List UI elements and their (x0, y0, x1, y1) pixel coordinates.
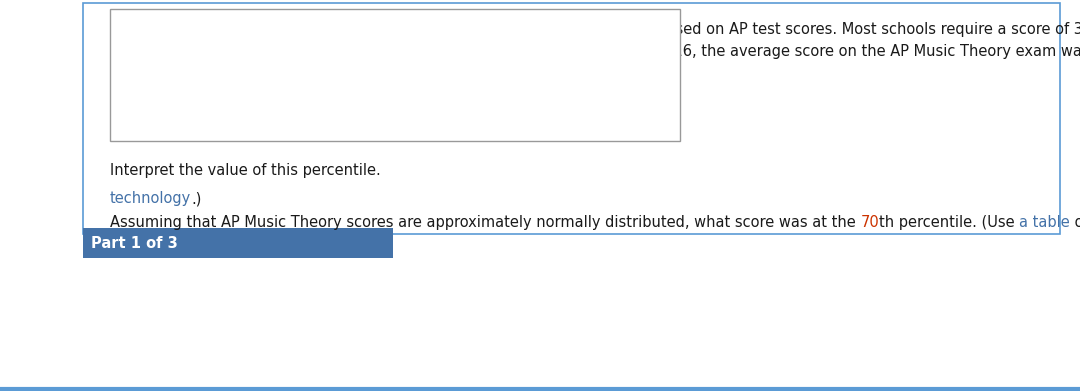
Bar (83, 3, 1059, 234)
Text: a table: a table (1020, 215, 1070, 230)
Text: Part 1 of 3: Part 1 of 3 (91, 235, 178, 251)
Text: or: or (1070, 215, 1080, 230)
Text: Many colleges in the United States grant credits or advanced placement based on : Many colleges in the United States grant… (121, 22, 1080, 81)
Bar (110, 9, 680, 141)
Text: Assuming that AP Music Theory scores are approximately normally distributed, wha: Assuming that AP Music Theory scores are… (110, 215, 861, 230)
Text: .): .) (191, 191, 202, 206)
Text: Interpret the value of this percentile.: Interpret the value of this percentile. (110, 163, 381, 178)
Text: 70: 70 (861, 215, 879, 230)
Text: technology: technology (110, 191, 191, 206)
Text: th percentile. (Use: th percentile. (Use (879, 215, 1020, 230)
Bar (83, 228, 393, 258)
